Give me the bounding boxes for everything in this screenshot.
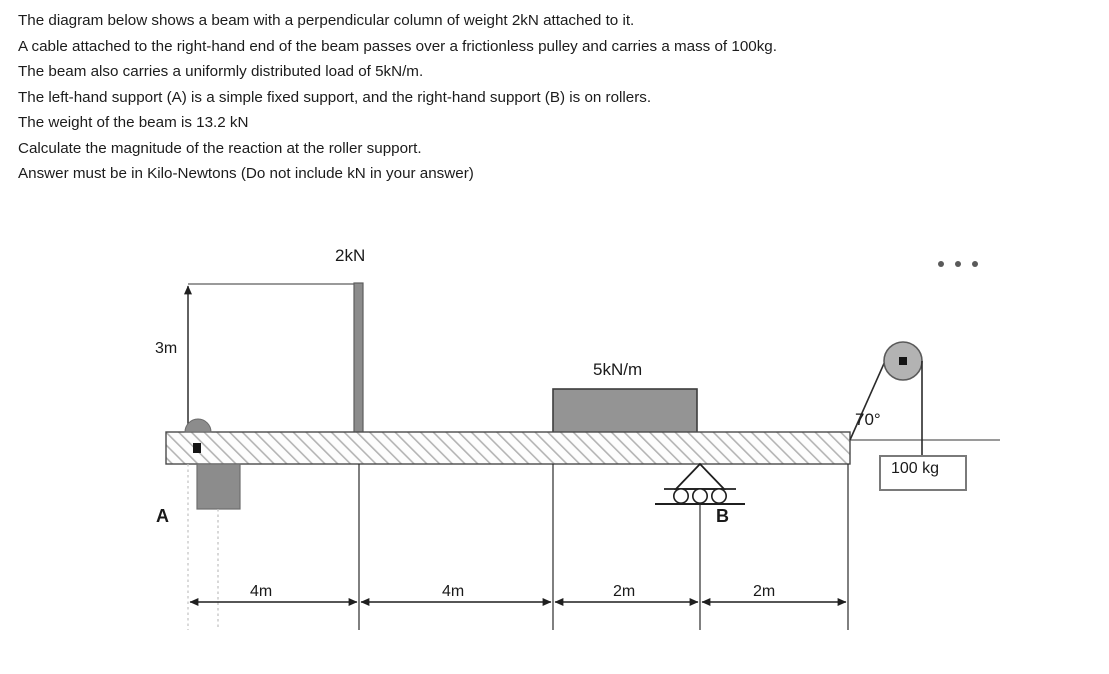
support-b-roller [655, 462, 745, 505]
column-height-dimension [184, 283, 356, 441]
column-height-label: 3m [155, 340, 178, 357]
dimension-label-4: 2m [753, 583, 776, 600]
statement-line-2: A cable attached to the right-hand end o… [18, 37, 777, 55]
dimension-label-3: 2m [613, 583, 636, 600]
kebab-dot-3 [972, 261, 978, 267]
kebab-dot-1 [938, 261, 944, 267]
roller-2 [691, 487, 708, 504]
statement-line-4: The left-hand support (A) is a simple fi… [18, 88, 652, 106]
statement-line-6: Calculate the magnitude of the reaction … [18, 139, 422, 157]
support-a-label: A [156, 506, 169, 526]
statement-line-3: The beam also carries a uniformly distri… [18, 63, 424, 80]
problem-statement: The diagram below shows a beam with a pe… [18, 8, 1078, 187]
support-b-label: B [716, 506, 729, 526]
dimension-extension-lines [187, 464, 849, 630]
pulley-assembly [849, 341, 1000, 491]
udl-label: 5kN/m [593, 360, 643, 379]
udl-block [552, 388, 698, 435]
kebab-dot-2 [955, 261, 961, 267]
hanging-mass-label: 100 kg [891, 460, 940, 477]
dimension-label-2: 4m [442, 583, 465, 600]
cable-inclined-segment [849, 349, 891, 441]
vertical-column-member [353, 282, 364, 436]
column-load-label: 2kN [335, 246, 366, 265]
statement-line-5: The weight of the beam is 13.2 kN [18, 114, 249, 131]
kebab-menu-icon[interactable] [938, 258, 978, 270]
hanging-mass-box [879, 455, 967, 491]
dimension-label-1: 4m [250, 583, 273, 600]
statement-line-7: Answer must be in Kilo-Newtons (Do not i… [18, 165, 474, 182]
roller-1 [672, 487, 689, 504]
pulley-axle [899, 357, 907, 365]
roller-3 [710, 487, 727, 504]
pin-marker [193, 443, 201, 453]
statement-line-1: The diagram below shows a beam with a pe… [18, 12, 635, 29]
cable-angle-label: 70° [855, 410, 881, 429]
support-a-fixed [184, 418, 241, 630]
beam [165, 431, 851, 465]
